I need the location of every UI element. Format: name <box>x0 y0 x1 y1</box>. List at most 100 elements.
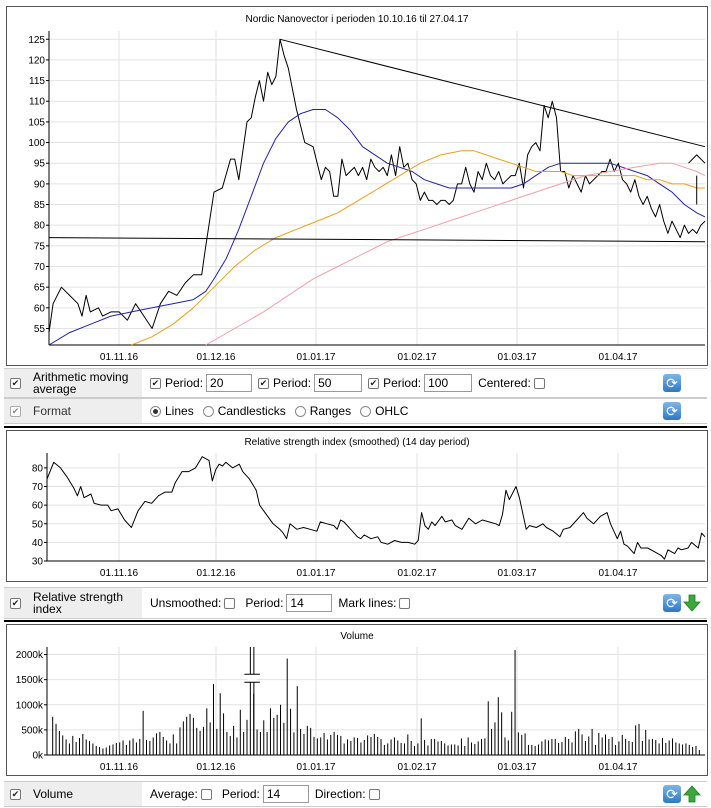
volume-chart: Volume 01.11.16 01.12.16 01.01.17 01.02.17 0… <box>6 624 708 776</box>
series-line-ma50 <box>131 150 705 346</box>
ma-refresh-icon[interactable]: ⟳ <box>663 374 681 392</box>
ma-period1-input[interactable]: 20 <box>206 374 253 392</box>
move-down-arrow-icon[interactable] <box>683 594 701 612</box>
ma-period2-input[interactable]: 50 <box>314 374 363 392</box>
format-option-label: Ranges <box>309 404 352 418</box>
volume-toggle[interactable]: Volume <box>4 782 142 806</box>
format-option-label: Lines <box>165 404 194 418</box>
ma-period2-checkbox[interactable] <box>258 377 270 389</box>
y-tick-label: 90 <box>34 179 46 190</box>
x-tick-label: 01.01.17 <box>297 762 336 773</box>
rsi-chart: Relative strength index (smoothed) (14 d… <box>6 430 708 582</box>
move-up-arrow-icon[interactable] <box>683 785 701 803</box>
price-chart-plot: 01.11.16 01.12.16 01.01.17 01.02.17 01.03.17… <box>28 31 706 363</box>
y-tick-label: 80 <box>34 221 46 232</box>
ma-toggle[interactable]: Arithmetic moving average <box>4 369 142 397</box>
volume-average-label: Average: <box>150 787 198 801</box>
volume-period-label: Period: <box>221 787 260 801</box>
price-chart-title: Nordic Nanovector i perioden 10.10.16 ti… <box>245 14 469 25</box>
x-tick-label: 01.11.16 <box>100 352 139 363</box>
volume-direction-label: Direction: <box>314 787 366 801</box>
ma-period1-checkbox[interactable] <box>150 377 161 389</box>
format-toggle[interactable]: Format <box>4 399 142 423</box>
x-tick-label: 01.12.16 <box>197 568 236 579</box>
y-tick-label: 80 <box>32 463 44 474</box>
rsi-unsmoothed-checkbox[interactable] <box>224 597 236 609</box>
format-option-ohlc[interactable]: OHLC <box>360 404 411 418</box>
format-controls: Format Lines Candlesticks Ranges OHLC ⟳ <box>4 398 707 424</box>
rsi-chart-title: Relative strength index (smoothed) (14 d… <box>244 437 470 448</box>
y-tick-label: 60 <box>32 501 44 512</box>
y-tick-label: 120 <box>28 55 45 66</box>
y-tick-label: 500k <box>21 725 44 736</box>
rsi-period-label: Period: <box>245 596 284 610</box>
ma-centered-checkbox[interactable] <box>533 377 545 389</box>
ma-period2-label: Period: <box>273 376 312 390</box>
ma-period3-input[interactable]: 100 <box>424 374 473 392</box>
x-tick-label: 01.03.17 <box>498 762 537 773</box>
format-checkbox[interactable] <box>10 405 21 417</box>
x-tick-label: 01.02.17 <box>398 568 437 579</box>
ma-checkbox[interactable] <box>10 377 21 389</box>
format-label: Format <box>33 404 72 418</box>
volume-refresh-icon[interactable]: ⟳ <box>663 785 681 803</box>
x-tick-label: 01.04.17 <box>599 352 638 363</box>
rsi-checkbox[interactable] <box>10 597 21 609</box>
ma-label: Arithmetic moving average <box>33 370 129 396</box>
ma-centered-label: Centered: <box>478 376 531 390</box>
y-tick-label: 60 <box>34 303 46 314</box>
y-tick-label: 70 <box>34 262 46 273</box>
rsi-period-input[interactable]: 14 <box>286 594 333 612</box>
rsi-controls: Relative strength index Unsmoothed: Peri… <box>4 587 707 619</box>
format-option-ranges[interactable]: Ranges <box>294 404 354 418</box>
ma-period1-label: Period: <box>165 376 204 390</box>
section-divider <box>4 426 707 428</box>
y-tick-label: 125 <box>28 35 45 46</box>
section-divider <box>4 620 707 622</box>
x-tick-label: 01.03.17 <box>498 352 537 363</box>
y-tick-label: 2000k <box>16 650 44 661</box>
volume-average-checkbox[interactable] <box>200 788 212 800</box>
rsi-chart-plot: 01.11.16 01.12.16 01.01.17 01.02.17 01.03.17… <box>32 453 706 579</box>
x-tick-label: 01.11.16 <box>100 762 139 773</box>
y-tick-label: 0k <box>32 751 44 762</box>
price-chart: Nordic Nanovector i perioden 10.10.16 ti… <box>6 6 708 366</box>
plot-area <box>49 31 705 345</box>
x-tick-label: 01.04.17 <box>599 568 638 579</box>
volume-period-input[interactable]: 14 <box>262 785 309 803</box>
y-tick-label: 55 <box>34 324 46 335</box>
y-tick-label: 100 <box>28 138 45 149</box>
x-tick-label: 01.01.17 <box>297 352 336 363</box>
volume-checkbox[interactable] <box>10 788 21 800</box>
format-radio-ohlc[interactable] <box>360 405 372 417</box>
y-tick-label: 70 <box>32 482 44 493</box>
y-tick-label: 65 <box>34 283 46 294</box>
series-line-mark <box>688 154 706 164</box>
y-tick-label: 95 <box>34 159 46 170</box>
rsi-refresh-icon[interactable]: ⟳ <box>663 594 681 612</box>
ma-period3-checkbox[interactable] <box>368 377 380 389</box>
format-option-lines[interactable]: Lines <box>150 404 197 418</box>
x-tick-label: 01.02.17 <box>398 352 437 363</box>
rsi-mark-lines-label: Mark lines: <box>338 596 397 610</box>
format-option-label: Candlesticks <box>217 404 286 418</box>
y-tick-label: 85 <box>34 200 46 211</box>
format-radio-candlesticks[interactable] <box>202 405 214 417</box>
format-option-candlesticks[interactable]: Candlesticks <box>202 404 289 418</box>
plot-area <box>47 647 705 755</box>
series-line-trend-top <box>279 38 706 148</box>
volume-direction-checkbox[interactable] <box>368 788 380 800</box>
format-radio-lines[interactable] <box>150 405 161 417</box>
y-tick-label: 50 <box>32 519 44 530</box>
rsi-mark-lines-checkbox[interactable] <box>399 597 411 609</box>
format-refresh-icon[interactable]: ⟳ <box>663 402 681 420</box>
y-tick-label: 105 <box>28 117 45 128</box>
series-line-rsi <box>46 456 706 560</box>
volume-chart-plot: 01.11.16 01.12.16 01.01.17 01.02.17 01.03.17… <box>16 647 705 773</box>
volume-label: Volume <box>33 787 74 801</box>
rsi-toggle[interactable]: Relative strength index <box>4 588 142 618</box>
series-line-ma100 <box>205 162 706 346</box>
format-radio-ranges[interactable] <box>294 405 306 417</box>
y-tick-label: 75 <box>34 241 46 252</box>
x-tick-label: 01.03.17 <box>498 568 537 579</box>
